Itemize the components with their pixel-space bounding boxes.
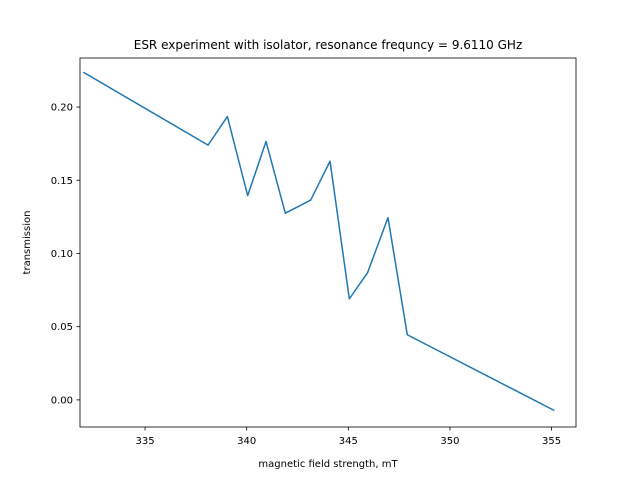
x-axis-title: magnetic field strength, mT: [258, 459, 398, 470]
y-axis: 0.00 0.05 0.10 0.15 0.20: [51, 103, 80, 406]
y-tick-label: 0.00: [51, 395, 73, 406]
x-tick-label: 345: [339, 436, 358, 447]
y-tick-label: 0.10: [51, 249, 73, 260]
x-tick-label: 355: [542, 436, 561, 447]
y-tick-label: 0.15: [51, 176, 73, 187]
x-axis: 335 340 345 350 355: [136, 427, 561, 447]
chart-title: ESR experiment with isolator, resonance …: [134, 38, 523, 52]
plot-area: [83, 71, 555, 412]
plot-frame: [79, 57, 577, 428]
y-tick-label: 0.20: [51, 103, 73, 114]
series-line-0: [83, 71, 555, 412]
x-tick-label: 350: [440, 436, 459, 447]
x-tick-label: 335: [136, 436, 155, 447]
y-tick-label: 0.05: [51, 322, 73, 333]
y-axis-title: transmission: [22, 211, 33, 275]
x-tick-label: 340: [237, 436, 256, 447]
